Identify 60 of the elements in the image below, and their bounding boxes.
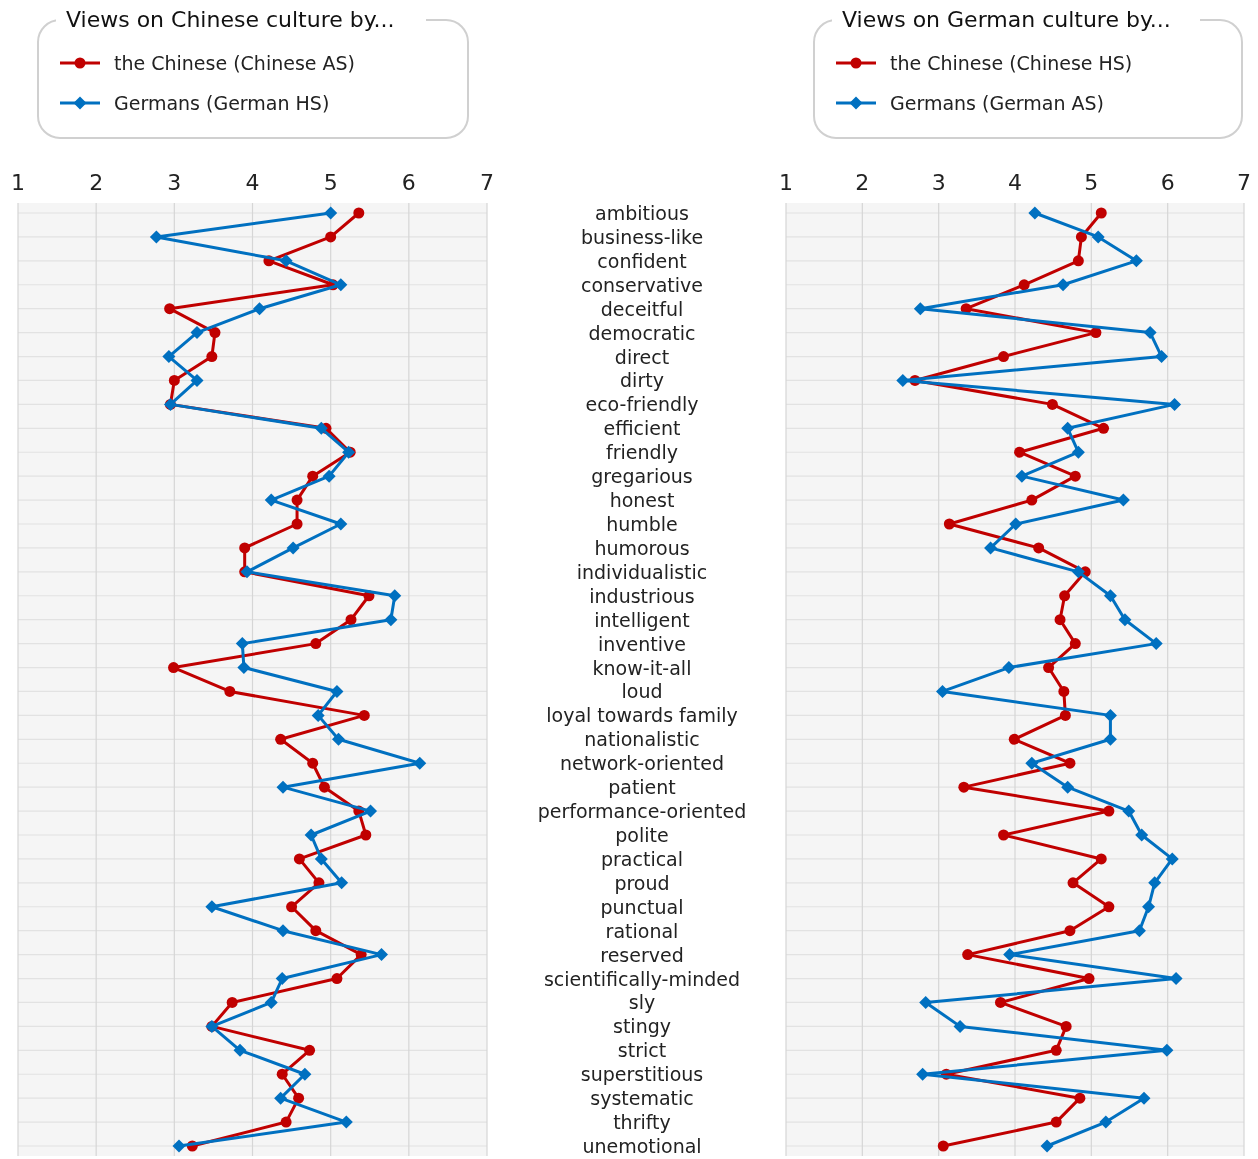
y-tick-label: conservative (580, 273, 704, 296)
y-tick-label: intelligent (594, 608, 690, 631)
y-tick-label: individualistic (576, 560, 708, 583)
x-tick-label: 5 (1084, 170, 1099, 195)
y-tick-label: gregarious (591, 465, 693, 488)
y-tick-label: systematic (590, 1087, 694, 1110)
y-tick-label: loud (621, 680, 663, 703)
y-tick-label: nationalistic (584, 728, 700, 751)
y-tick-label: polite (615, 824, 669, 846)
y-tick-label: superstitious (580, 1063, 704, 1086)
y-tick-label: confident (597, 249, 687, 272)
y-tick-label: loyal towards family (546, 704, 738, 727)
y-tick-label: punctual (600, 895, 684, 918)
x-tick-label: 2 (855, 170, 870, 195)
y-tick-label: sly (628, 991, 656, 1014)
y-tick-label: proud (614, 871, 670, 894)
y-tick-label: honest (609, 489, 675, 512)
x-tick-label: 6 (401, 170, 416, 195)
y-tick-label: deceitful (600, 297, 684, 320)
x-tick-label: 3 (167, 170, 182, 195)
y-tick-label: business-like (580, 225, 704, 248)
legend-title: Views on Chinese culture by... (66, 7, 395, 32)
x-tick-label: 2 (89, 170, 104, 195)
y-tick-label: patient (608, 776, 676, 799)
x-tick-label: 1 (779, 170, 793, 195)
x-tick-label: 4 (1008, 170, 1022, 195)
y-tick-label: stingy (613, 1015, 671, 1038)
legend-title: Views on German culture by... (842, 7, 1171, 32)
y-tick-label: humorous (594, 536, 690, 559)
y-tick-label: strict (617, 1039, 667, 1062)
y-tick-label: performance-oriented (537, 800, 747, 823)
y-tick-label: industrious (589, 584, 695, 607)
y-tick-label: humble (606, 513, 678, 535)
x-tick-label: 3 (931, 170, 946, 195)
y-tick-label: direct (614, 345, 670, 368)
y-tick-label: know-it-all (592, 656, 692, 679)
x-tick-label: 7 (1237, 170, 1251, 195)
y-tick-label: ambitious (595, 202, 689, 224)
y-tick-label: thrifty (613, 1111, 671, 1134)
x-tick-label: 6 (1160, 170, 1175, 195)
legend-label: the Chinese (Chinese HS) (890, 52, 1133, 74)
y-tick-label: dirty (620, 369, 664, 392)
x-tick-label: 1 (11, 170, 25, 195)
y-tick-label: inventive (598, 632, 686, 655)
y-tick-label: network-oriented (559, 752, 725, 775)
y-tick-label: scientifically-minded (543, 967, 741, 990)
x-tick-label: 7 (480, 170, 494, 195)
y-tick-label: reserved (600, 943, 684, 966)
legend-label: the Chinese (Chinese AS) (114, 52, 355, 74)
x-tick-label: 5 (323, 170, 338, 195)
y-tick-label: unemotional (582, 1135, 702, 1157)
y-tick-label: practical (600, 847, 684, 870)
y-tick-label: friendly (605, 441, 679, 464)
legend-label: Germans (German AS) (890, 92, 1105, 114)
legend-label: Germans (German HS) (114, 92, 330, 114)
y-tick-label: efficient (603, 417, 681, 440)
y-tick-label: eco-friendly (585, 393, 699, 416)
x-tick-label: 4 (245, 170, 260, 195)
y-tick-label: rational (605, 919, 679, 942)
y-tick-label: democratic (588, 321, 696, 344)
